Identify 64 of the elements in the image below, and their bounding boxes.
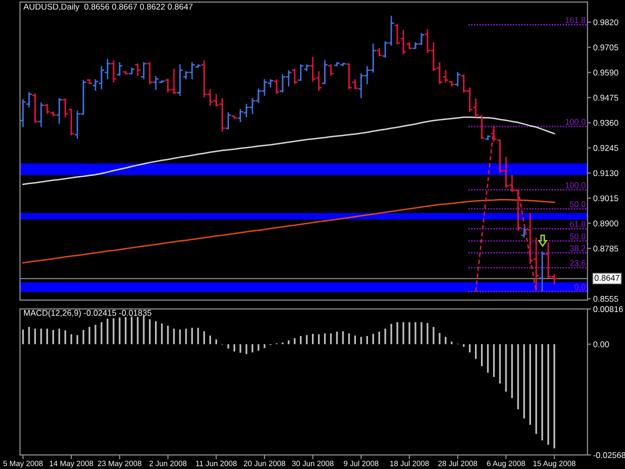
- candlestick: [352, 78, 358, 90]
- y-tick-label: 0.9820: [593, 19, 618, 26]
- ref-line-label: 0.8647: [594, 274, 620, 281]
- y-tick-label: 0.9360: [593, 120, 618, 126]
- candlestick: [152, 75, 160, 91]
- candlestick: [346, 62, 352, 90]
- candlestick: [134, 62, 142, 77]
- annotation: 0.0: [574, 284, 586, 290]
- candlestick: [20, 98, 26, 128]
- candlestick: [297, 64, 304, 82]
- candlestick: [309, 56, 316, 83]
- line-series: [22, 116, 555, 186]
- y-tick-label: 0.9475: [593, 94, 618, 101]
- candlestick: [110, 60, 117, 84]
- candlestick: [520, 226, 528, 238]
- candlestick: [116, 61, 124, 77]
- y-tick-label: 0.00: [593, 341, 609, 348]
- candlestick: [526, 212, 534, 265]
- candlestick: [315, 70, 322, 92]
- candlestick: [442, 69, 450, 84]
- candlestick: [328, 64, 334, 77]
- annotation: 50.0: [570, 201, 586, 208]
- candlestick: [26, 91, 32, 108]
- candlestick: [146, 61, 154, 85]
- annotation: 23.6: [570, 260, 586, 266]
- candlestick: [400, 29, 407, 56]
- candlestick: [176, 64, 184, 97]
- annotation: 100.0: [566, 118, 586, 125]
- y-tick-label: 0.8900: [593, 220, 618, 226]
- candlestick: [436, 61, 443, 85]
- annotation: 61.8: [570, 221, 586, 228]
- chart-title: MACD(12,26,9) -0.02415 -0.01835: [24, 310, 152, 318]
- annotation: 50.0: [570, 233, 586, 240]
- candlestick: [56, 97, 63, 124]
- candlestick: [98, 65, 105, 90]
- candlestick: [538, 250, 546, 292]
- y-tick-label: 0.9015: [593, 195, 618, 202]
- y-tick-label: 0.9705: [593, 44, 618, 50]
- y-tick-label: 0.8785: [593, 246, 618, 252]
- y-tick-label: 0.00816: [593, 306, 623, 312]
- candlestick: [224, 112, 232, 130]
- line-series: [22, 198, 555, 264]
- y-tick-label: 0.8555: [593, 296, 618, 302]
- candlestick: [291, 68, 298, 85]
- candlestick: [38, 102, 45, 128]
- candlestick: [454, 71, 462, 88]
- candlestick: [273, 78, 280, 95]
- chart-title: AUDUSD,Daily 0.8656 0.8667 0.8622 0.8647: [23, 4, 193, 12]
- candlestick: [68, 108, 75, 136]
- annotation: 161.8: [566, 17, 586, 24]
- candlestick: [140, 61, 148, 80]
- candlestick: [104, 58, 111, 80]
- candlestick: [92, 78, 99, 92]
- candlestick: [472, 98, 480, 118]
- candlestick: [478, 114, 486, 140]
- y-tick-label: 0.9245: [593, 145, 618, 151]
- y-tick-label: 0.9590: [593, 70, 618, 76]
- candlestick: [394, 23, 401, 46]
- annotation: 38.2: [570, 245, 586, 252]
- candlestick: [62, 98, 69, 118]
- annotation: 100.0: [566, 182, 586, 188]
- y-tick-label: 0.9130: [593, 170, 618, 176]
- candlestick: [32, 92, 39, 124]
- candlestick: [321, 59, 328, 85]
